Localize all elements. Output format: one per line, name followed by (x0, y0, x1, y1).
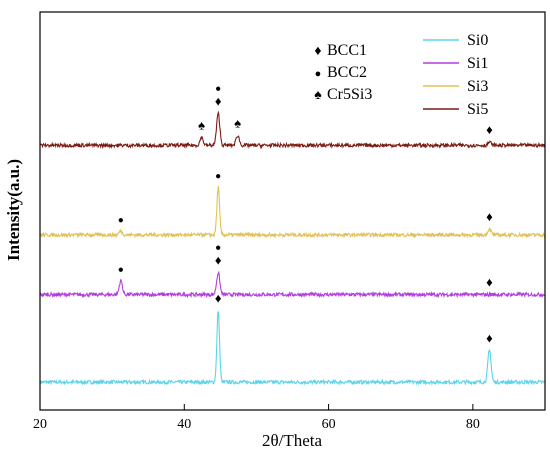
phase-legend-symbol: ● (315, 68, 322, 80)
peak-marker: ♦ (486, 330, 493, 345)
series-line-si3 (39, 185, 546, 239)
peak-marker: ● (215, 171, 221, 182)
phase-legend-label: BCC1 (327, 42, 367, 59)
x-tick-label: 60 (322, 417, 336, 432)
x-tick-label: 80 (466, 417, 480, 432)
peak-marker: ♦ (215, 253, 222, 268)
series-legend: Si0 Si1 Si3 Si5 (423, 32, 488, 118)
phase-legend-label: BCC2 (327, 64, 367, 81)
legend-label-si0: Si0 (467, 32, 488, 49)
peak-markers: ♦♦●♦●♦●●♦♠♦●♠ ♦ (118, 83, 493, 345)
x-tick-label: 40 (177, 417, 191, 432)
peak-marker: ● (215, 243, 221, 254)
legend-label-si1: Si1 (467, 55, 488, 72)
legend-label-si5: Si5 (467, 101, 488, 118)
peak-marker: ♦ (215, 291, 222, 306)
x-axis-label: 2θ/Theta (262, 431, 323, 450)
x-tick-label: 20 (33, 417, 47, 432)
peak-marker: ● (118, 215, 124, 226)
phase-legend-label: Cr5Si3 (327, 86, 372, 103)
series-line-si5 (39, 110, 546, 150)
peak-marker: ♦ (486, 209, 493, 224)
phase-legend-symbol: ♠ (314, 88, 322, 103)
plot-traces (39, 110, 546, 387)
series-line-si0 (39, 311, 546, 387)
peak-marker: ♦ (215, 93, 222, 108)
series-line-si1 (39, 270, 546, 299)
plot-frame (39, 11, 546, 411)
peak-marker: ♦ (486, 275, 493, 290)
y-axis-label: Intensity(a.u.) (4, 159, 23, 261)
x-axis-ticks: 20 40 60 80 (33, 404, 480, 432)
phase-legend: ♦ BCC1 ● BCC2 ♠ Cr5Si3 (314, 42, 372, 103)
phase-legend-symbol: ♦ (314, 44, 321, 59)
peak-marker: ● (118, 265, 124, 276)
peak-marker: ● (215, 83, 221, 94)
peak-marker: ♠ (198, 117, 205, 132)
peak-marker: ♦ (486, 122, 493, 137)
legend-label-si3: Si3 (467, 78, 488, 95)
peak-marker: ♠ (234, 115, 241, 130)
